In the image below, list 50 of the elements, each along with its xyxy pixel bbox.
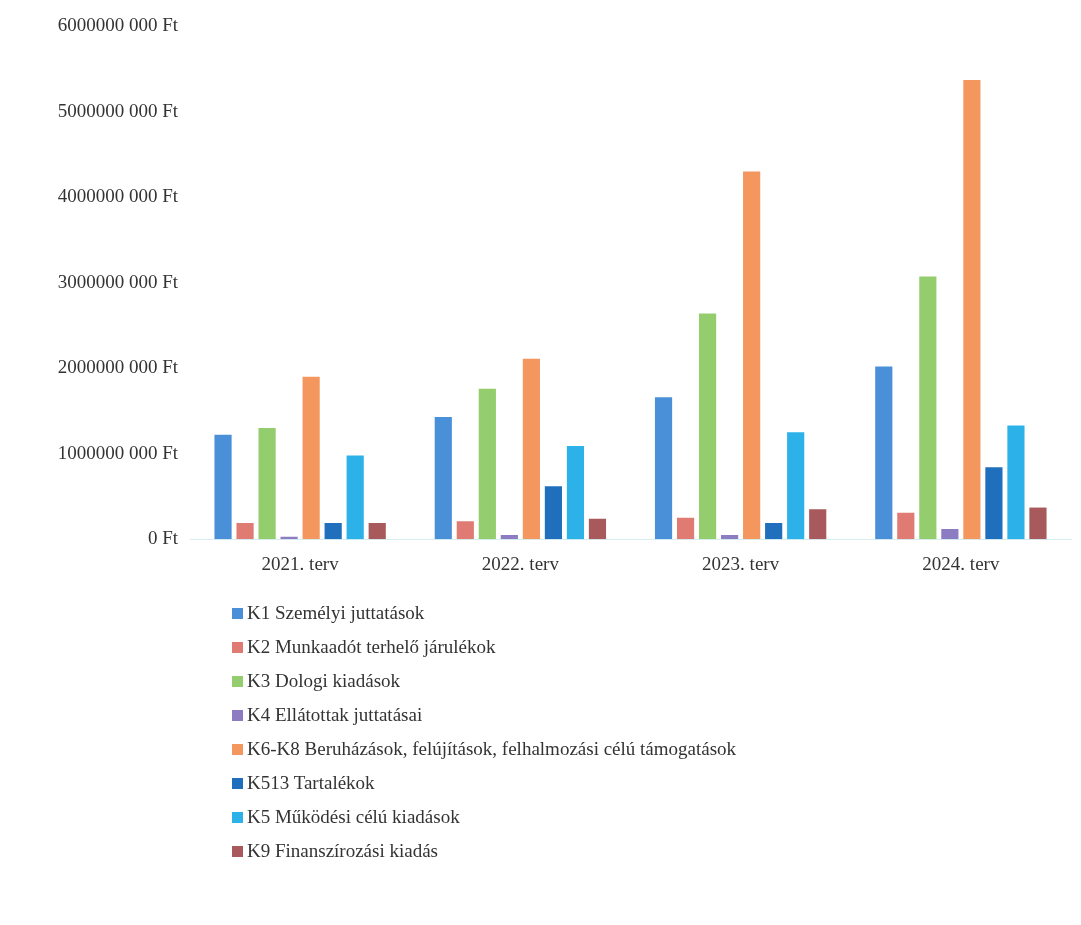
bar [1029,507,1047,540]
y-tick-label: 6000000 000 Ft [57,13,179,35]
bar [566,445,585,540]
legend-label: K5 Működési célú kiadások [247,806,460,828]
bar [368,522,386,540]
bar [522,358,540,540]
legend-label: K1 Személyi juttatások [247,602,425,624]
bar [809,509,827,540]
bar [919,276,937,540]
bar [478,388,496,540]
bar [875,366,893,540]
bar [963,79,981,540]
y-tick-label: 0 Ft [147,527,179,549]
legend-label: K4 Ellátottak juttatásai [247,704,423,726]
bar [434,416,452,540]
bar [765,522,783,540]
y-tick-label: 5000000 000 Ft [57,99,179,121]
bar [1007,425,1025,540]
bar [456,521,474,540]
legend-label: K2 Munkaadót terhelő járulékok [247,636,496,658]
bar [302,376,320,540]
x-tick-label: 2023. terv [702,552,780,574]
bar [985,467,1003,540]
bar [236,522,254,540]
bar [676,517,695,540]
x-tick-label: 2021. terv [261,552,340,574]
bar [588,518,607,540]
x-tick-label: 2022. terv [481,552,560,574]
bar [324,522,342,540]
legend-label: K513 Tartalékok [247,772,375,794]
y-tick-label: 2000000 000 Ft [57,356,179,378]
bar [897,512,915,540]
bar [258,428,276,540]
y-tick-label: 1000000 000 Ft [57,441,179,463]
y-tick-label: 3000000 000 Ft [57,270,179,292]
bar [941,528,959,540]
y-tick-label: 4000000 000 Ft [57,185,179,207]
bar [346,455,364,540]
bar [699,313,717,540]
bar [544,486,562,540]
bar [654,397,673,540]
legend-label: K9 Finanszírozási kiadás [247,840,439,862]
bar [721,534,739,540]
bar [214,434,232,540]
bar [743,171,761,540]
legend-label: K3 Dologi kiadások [247,670,401,692]
x-tick-label: 2024. terv [922,552,1000,574]
legend-label: K6-K8 Beruházások, felújítások, felhalmozási célú támogatások [247,738,737,760]
bar [787,432,805,540]
bar [500,534,518,540]
